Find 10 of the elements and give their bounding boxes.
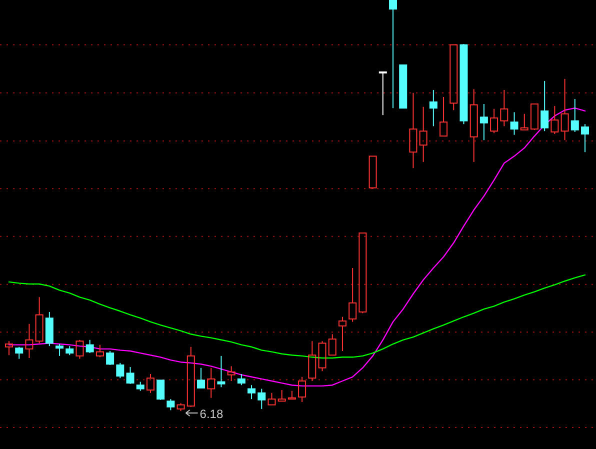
candlestick	[409, 92, 418, 169]
candlestick	[470, 88, 478, 162]
candlestick	[25, 323, 34, 358]
annotation: 6.18	[200, 407, 224, 421]
candlestick	[510, 112, 518, 136]
candlestick	[207, 367, 216, 398]
candlestick	[560, 78, 569, 141]
candlestick	[419, 106, 428, 162]
candlestick	[429, 90, 438, 127]
candlestick	[480, 103, 488, 141]
